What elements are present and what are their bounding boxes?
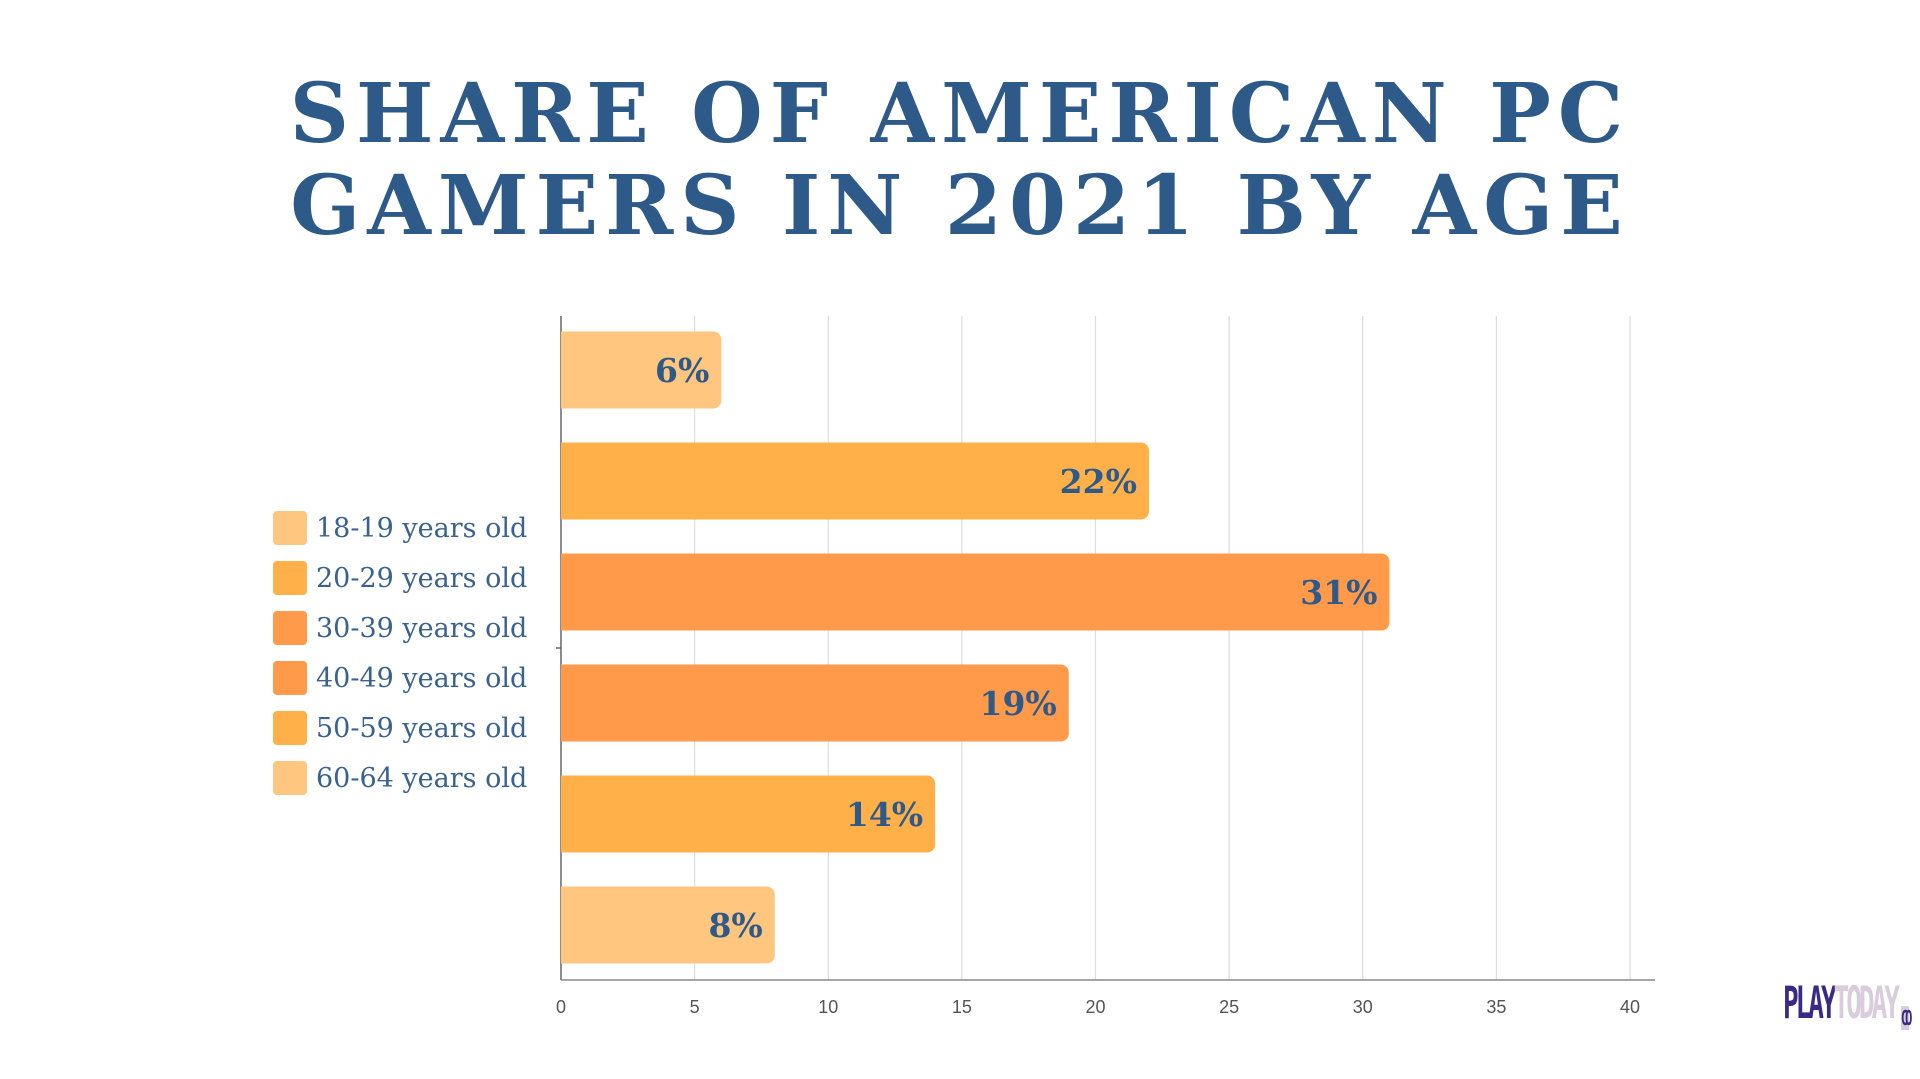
bar-left-edge xyxy=(561,331,571,409)
logo-today: TODAY xyxy=(1833,979,1900,1030)
title-line-2: GAMERS IN 2021 BY AGE xyxy=(290,158,1630,254)
x-tick-label: 10 xyxy=(818,997,838,1017)
title-line-1: SHARE OF AMERICAN PC xyxy=(289,66,1631,162)
legend-swatch xyxy=(273,561,307,595)
x-tick-label: 20 xyxy=(1085,997,1105,1017)
legend: 18-19 years old 20-29 years old 30-39 year… xyxy=(273,503,527,803)
legend-item: 50-59 years old xyxy=(273,703,527,753)
chart-title: SHARE OF AMERICAN PC GAMERS IN 2021 BY A… xyxy=(200,68,1720,252)
logo-play: PLAY xyxy=(1783,979,1837,1030)
bar-4 xyxy=(561,775,936,853)
logo-co: CO xyxy=(1900,1006,1913,1030)
x-tick-label: 30 xyxy=(1353,997,1373,1017)
bar-3 xyxy=(561,664,1069,742)
x-tick-label: 0 xyxy=(556,997,566,1017)
legend-item: 40-49 years old xyxy=(273,653,527,703)
playtoday-logo: PLAY TODAY CO xyxy=(1783,979,1913,1030)
bar-left-edge xyxy=(561,775,571,853)
bar-left-edge xyxy=(561,553,571,631)
legend-label: 18-19 years old xyxy=(316,512,528,544)
x-tick-label: 40 xyxy=(1620,997,1640,1017)
data-label: 6% xyxy=(655,351,709,390)
legend-label: 30-39 years old xyxy=(316,612,528,644)
legend-item: 60-64 years old xyxy=(273,753,527,803)
legend-label: 40-49 years old xyxy=(316,662,528,694)
legend-swatch xyxy=(273,661,307,695)
legend-label: 50-59 years old xyxy=(316,712,528,744)
bar-left-edge xyxy=(561,664,571,742)
data-label: 8% xyxy=(708,906,762,945)
legend-label: 20-29 years old xyxy=(316,562,528,594)
bar-0 xyxy=(561,331,722,409)
data-label: 14% xyxy=(846,795,923,834)
x-tick-label: 35 xyxy=(1486,997,1506,1017)
bar-left-edge xyxy=(561,886,571,964)
legend-swatch xyxy=(273,761,307,795)
data-label: 31% xyxy=(1300,573,1377,612)
legend-swatch xyxy=(273,611,307,645)
legend-swatch xyxy=(273,511,307,545)
legend-item: 18-19 years old xyxy=(273,503,527,553)
legend-swatch xyxy=(273,711,307,745)
bar-1 xyxy=(561,442,1149,520)
bar-5 xyxy=(561,886,775,964)
legend-item: 20-29 years old xyxy=(273,553,527,603)
data-label: 22% xyxy=(1060,462,1137,501)
data-label: 19% xyxy=(979,684,1056,723)
x-tick-label: 25 xyxy=(1219,997,1239,1017)
x-tick-label: 5 xyxy=(690,997,700,1017)
bar-left-edge xyxy=(561,442,571,520)
bar-2 xyxy=(561,553,1390,631)
legend-item: 30-39 years old xyxy=(273,603,527,653)
legend-label: 60-64 years old xyxy=(316,762,528,794)
x-tick-label: 15 xyxy=(952,997,972,1017)
